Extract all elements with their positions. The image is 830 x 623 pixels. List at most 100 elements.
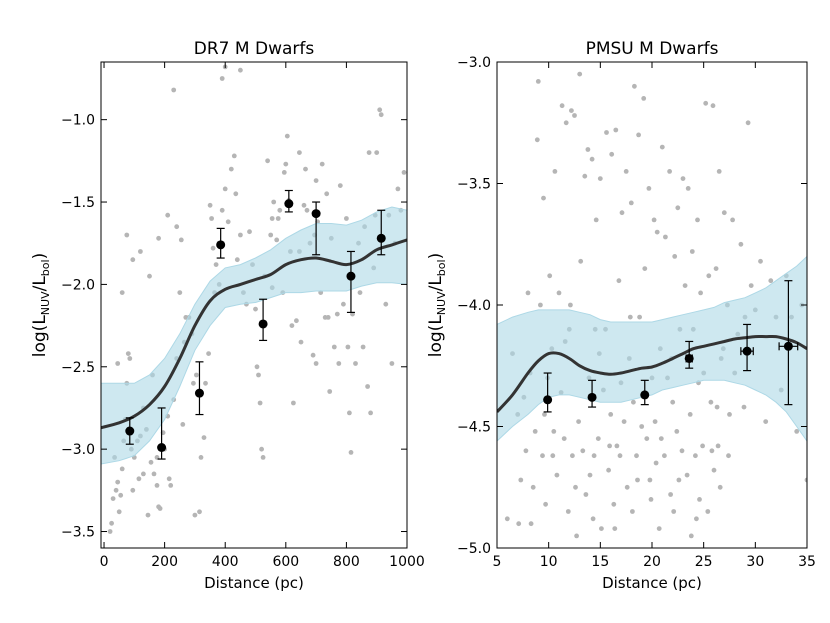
scatter-point xyxy=(348,450,354,455)
scatter-point xyxy=(383,301,389,307)
scatter-point xyxy=(639,424,645,429)
scatter-point xyxy=(194,372,199,378)
scatter-point xyxy=(608,412,614,417)
scatter-point xyxy=(577,71,583,77)
binned-point xyxy=(258,319,268,329)
scatter-point xyxy=(247,229,252,235)
scatter-point xyxy=(590,516,596,522)
scatter-point xyxy=(547,273,553,279)
scatter-point xyxy=(360,344,366,350)
scatter-point xyxy=(554,472,560,478)
scatter-point xyxy=(209,216,215,221)
scatter-point xyxy=(763,419,769,424)
fit-curve xyxy=(101,238,407,430)
scatter-point xyxy=(727,412,732,417)
scatter-point xyxy=(565,509,571,514)
y-tick-label: −3.0 xyxy=(61,442,95,458)
scatter-point xyxy=(154,483,160,488)
scatter-point xyxy=(166,476,172,482)
scatter-point xyxy=(334,311,340,317)
scatter-point xyxy=(711,467,717,473)
scatter-point xyxy=(675,205,681,211)
y-axis-label-right: log(LNUV/Lbol) xyxy=(426,253,448,357)
scatter-point xyxy=(574,533,579,539)
scatter-point xyxy=(591,453,597,459)
scatter-point xyxy=(168,483,174,488)
scatter-point xyxy=(225,219,231,225)
scatter-point xyxy=(180,422,186,427)
scatter-point xyxy=(401,170,407,175)
scatter-point xyxy=(277,207,283,213)
scatter-point xyxy=(572,113,577,118)
scatter-point xyxy=(345,344,351,350)
scatter-point xyxy=(298,339,304,345)
scatter-point xyxy=(377,107,383,113)
y-tick-label: −2.0 xyxy=(61,277,95,293)
axes-frame xyxy=(100,61,408,549)
scatter-point xyxy=(165,212,171,218)
scatter-point xyxy=(551,429,557,434)
binned-point xyxy=(346,271,356,281)
scatter-point xyxy=(580,448,586,454)
scatter-point xyxy=(389,361,395,366)
scatter-point xyxy=(726,453,731,459)
scatter-point xyxy=(568,302,573,308)
scatter-point xyxy=(619,210,625,216)
x-tick-label: 800 xyxy=(333,554,360,570)
scatter-point xyxy=(201,435,207,440)
binned-point xyxy=(311,209,321,219)
scatter-point xyxy=(125,351,131,356)
scatter-point xyxy=(659,144,665,150)
scatter-point xyxy=(607,443,612,449)
x-tick-label: 35 xyxy=(798,554,816,570)
scatter-point xyxy=(709,448,715,454)
x-tick-label: 400 xyxy=(212,554,239,570)
scatter-point xyxy=(113,487,119,493)
scatter-point xyxy=(256,372,261,378)
confidence-band xyxy=(497,255,807,442)
scatter-point xyxy=(561,436,567,441)
scatter-point xyxy=(730,217,735,223)
scatter-point xyxy=(648,497,654,502)
scatter-point xyxy=(569,108,574,113)
binned-point xyxy=(783,341,793,351)
scatter-point xyxy=(110,496,116,501)
scatter-point xyxy=(687,412,693,417)
scatter-point xyxy=(213,262,219,267)
binned-point xyxy=(157,443,167,453)
scatter-point xyxy=(222,186,228,192)
scatter-point xyxy=(297,150,302,156)
scatter-point xyxy=(151,471,157,477)
y-tick-label: −4.5 xyxy=(457,420,491,436)
scatter-point xyxy=(716,169,722,174)
scatter-point xyxy=(700,443,705,449)
scatter-point xyxy=(595,436,601,441)
scatter-point xyxy=(289,323,295,328)
scatter-point xyxy=(748,283,754,288)
y-axis-label-left: log(LNUV/Lbol) xyxy=(30,253,52,357)
scatter-point xyxy=(576,419,581,424)
scatter-point xyxy=(623,169,629,174)
scatter-point xyxy=(710,103,716,109)
y-tick-label: −5.0 xyxy=(457,541,491,557)
scatter-point xyxy=(684,472,690,478)
scatter-point xyxy=(680,176,686,182)
scatter-point xyxy=(630,509,635,514)
scatter-point xyxy=(203,380,208,386)
scatter-point xyxy=(265,158,270,164)
binned-point xyxy=(376,233,386,243)
scatter-point xyxy=(141,471,146,477)
x-tick-label: 15 xyxy=(591,554,609,570)
scatter-point xyxy=(652,419,658,424)
scatter-point xyxy=(672,254,678,259)
scatter-point xyxy=(631,399,636,405)
scatter-point xyxy=(538,302,543,308)
scatter-point xyxy=(646,186,652,191)
scatter-point xyxy=(656,526,662,531)
chart-title: PMSU M Dwarfs xyxy=(586,39,719,59)
scatter-point xyxy=(231,153,237,159)
scatter-point xyxy=(697,497,702,502)
scatter-point xyxy=(257,400,263,406)
panel-pmsu: 5 10 15 20 25 30 35 −5.0 −4.5 −4.0 −3.5 −3.0 PMSU M … xyxy=(457,39,816,592)
